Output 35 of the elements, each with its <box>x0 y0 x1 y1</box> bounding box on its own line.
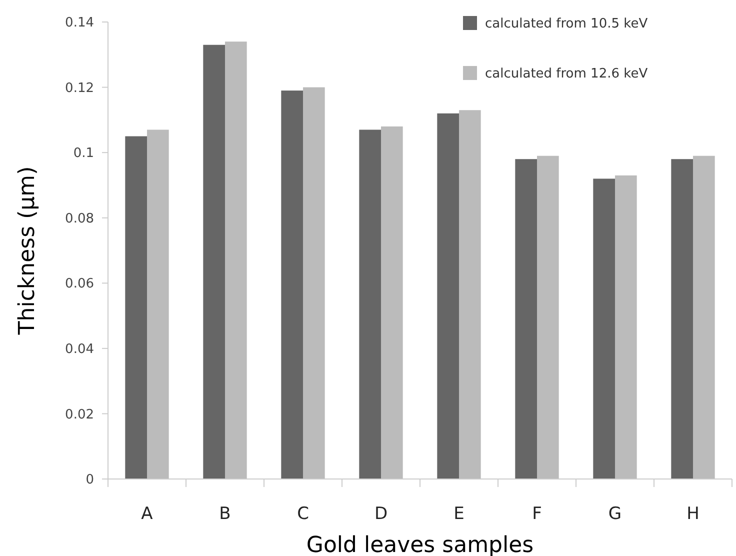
bar <box>359 130 381 479</box>
bar <box>381 126 403 479</box>
x-tick-label: B <box>219 504 231 524</box>
x-tick-label: A <box>141 504 154 524</box>
y-tick-label: 0.1 <box>73 146 94 162</box>
x-tick-label: F <box>532 504 542 524</box>
y-tick-label: 0.08 <box>65 211 94 226</box>
y-tick-label: 0.12 <box>65 80 94 96</box>
x-tick-label: D <box>374 504 388 524</box>
x-tick-label: H <box>686 504 700 524</box>
y-axis-title: Thickness (µm) <box>15 166 40 336</box>
x-tick-label: G <box>608 504 622 524</box>
bar <box>203 44 225 479</box>
bar <box>147 130 169 479</box>
legend-label: calculated from 10.5 keV <box>485 16 648 32</box>
bar <box>671 159 693 479</box>
x-tick-label: C <box>297 504 309 524</box>
y-tick-label: 0.14 <box>65 16 94 31</box>
bar <box>281 90 303 479</box>
y-tick-label: 0.06 <box>65 276 94 292</box>
bar <box>593 178 615 479</box>
bar <box>515 159 537 479</box>
legend-label: calculated from 12.6 keV <box>485 66 648 82</box>
y-tick-label: 0.04 <box>65 342 94 357</box>
bar <box>303 87 325 479</box>
bar <box>537 156 559 479</box>
x-tick-label: E <box>454 504 464 524</box>
bar <box>437 113 459 479</box>
bar <box>615 175 637 479</box>
y-tick-label: 0 <box>86 472 94 488</box>
y-tick-label: 0.02 <box>65 407 94 422</box>
bar <box>125 136 147 479</box>
bar <box>693 156 715 479</box>
bar <box>459 110 481 479</box>
bar <box>225 42 247 479</box>
